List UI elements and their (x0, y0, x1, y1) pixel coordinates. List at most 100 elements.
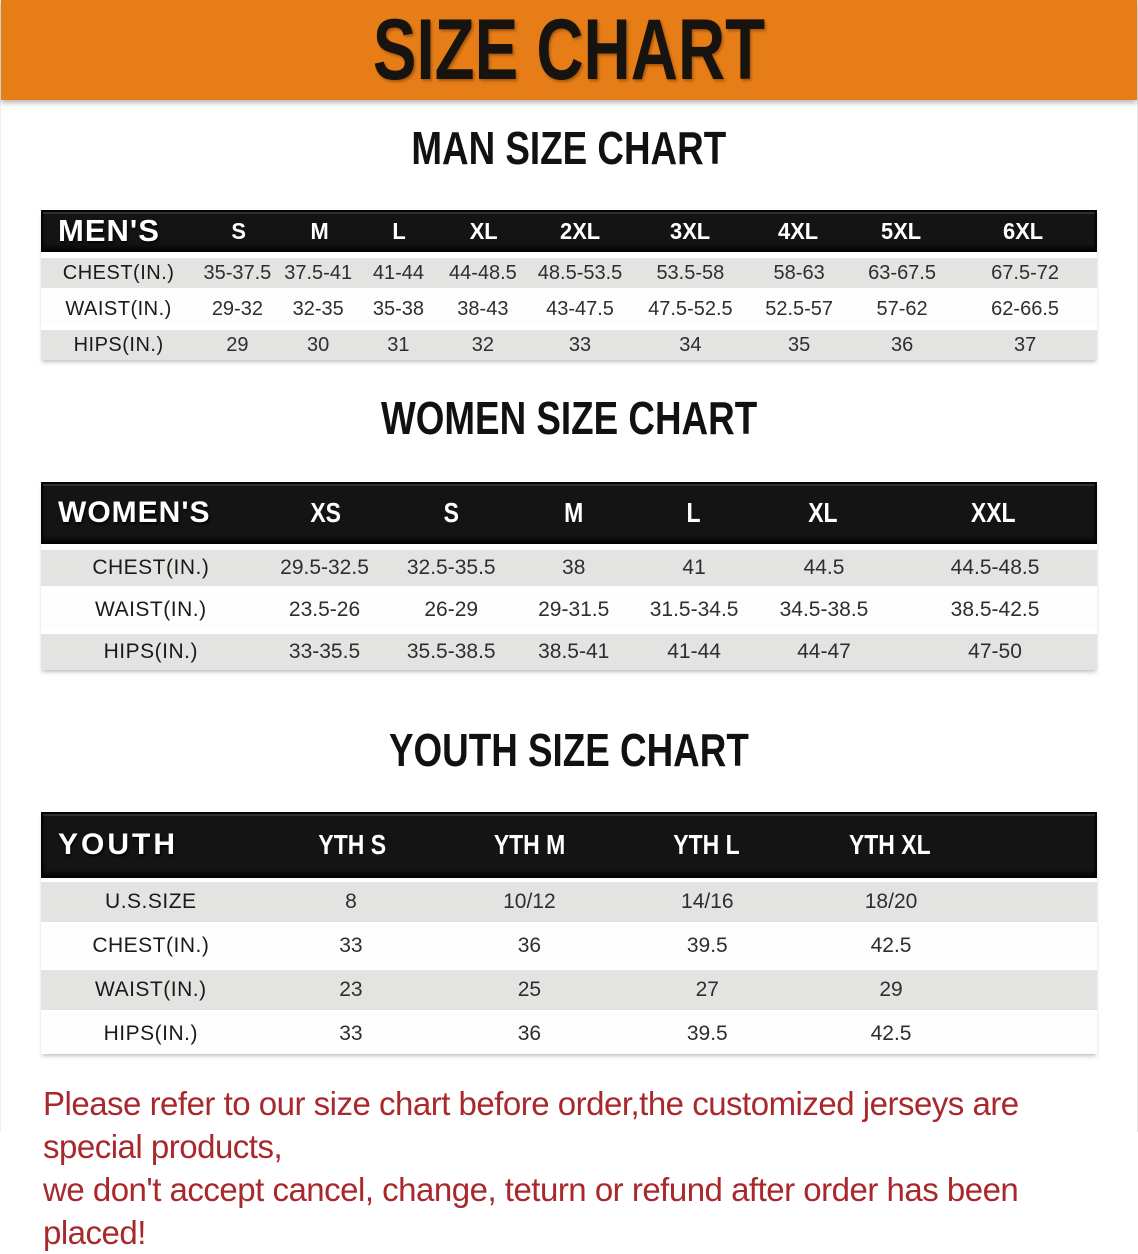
men-size-value: 35 (788, 333, 811, 356)
youth-row-label: WAIST(IN.) (95, 978, 207, 1001)
youth-size-column-header: YTH L (673, 829, 740, 860)
men-size-value: 43-47.5 (546, 297, 614, 320)
women-size-value: 29-31.5 (538, 598, 610, 621)
men-row-label: HIPS(IN.) (73, 333, 164, 356)
men-size-column-header: S (231, 217, 246, 244)
men-table-header-row: MEN'S S M L XL 2XL 3XL 4XL 5XL 6XL (41, 210, 1097, 252)
youth-measurement-row: WAIST(IN.) 23 25 27 29 (41, 970, 1097, 1010)
women-size-value: 33-35.5 (288, 640, 361, 663)
youth-size-table: YOUTH YTH S YTH M YTH L YTH XL U.S.SIZE 8 10/12… (41, 812, 1097, 1054)
women-size-column-header: M (564, 497, 584, 528)
men-size-value: 47.5-52.5 (648, 297, 733, 320)
women-size-column-header: XXL (971, 497, 1016, 528)
women-size-column-header: XS (310, 497, 341, 528)
youth-size-value: 8 (345, 890, 357, 913)
men-size-value: 36 (890, 333, 914, 356)
men-corner-label: MEN'S (58, 213, 160, 248)
men-size-value: 29 (226, 333, 249, 356)
youth-measurement-row: HIPS(IN.) 33 36 39.5 42.5 (41, 1014, 1097, 1054)
men-size-value: 35-38 (372, 297, 424, 320)
women-size-value: 38.5-41 (538, 640, 610, 663)
youth-size-value: 14/16 (681, 890, 734, 913)
men-section-heading-text: MAN SIZE CHART (411, 122, 727, 174)
men-size-value: 57-62 (876, 297, 928, 320)
men-size-value: 32 (471, 333, 494, 356)
women-size-value: 29.5-32.5 (280, 556, 369, 579)
youth-size-chart-section: YOUTH SIZE CHART YOUTH YTH S YTH M YTH L YTH… (41, 726, 1097, 1054)
youth-measurement-row: U.S.SIZE 8 10/12 14/16 18/20 (41, 882, 1097, 922)
men-size-column-header: 4XL (778, 217, 819, 244)
women-row-label: WAIST(IN.) (95, 598, 207, 621)
men-size-column-header: M (310, 217, 329, 244)
women-measurement-row: WAIST(IN.) 23.5-26 26-29 29-31.5 31.5-34.5 34… (41, 592, 1097, 628)
men-size-value: 58-63 (773, 261, 825, 284)
page-title: SIZE CHART (372, 1, 766, 98)
women-size-value: 44-47 (797, 640, 851, 663)
women-size-chart-section: WOMEN SIZE CHART WOMEN'S XS S M L XL XXL CHEST(… (41, 394, 1097, 670)
men-measurement-row: CHEST(IN.) 35-37.5 37.5-41 41-44 44-48.5 48.5… (41, 258, 1097, 288)
women-size-value: 26-29 (424, 598, 479, 621)
men-size-value: 67.5-72 (991, 261, 1060, 284)
women-section-heading: WOMEN SIZE CHART (41, 394, 1097, 454)
women-size-value: 32.5-35.5 (406, 556, 496, 579)
men-size-value: 53.5-58 (656, 261, 725, 284)
men-size-value: 38-43 (457, 297, 509, 320)
youth-row-filler (985, 882, 1097, 922)
men-size-column-header: XL (469, 217, 498, 244)
men-size-value: 35-37.5 (203, 261, 272, 284)
youth-measurement-row: CHEST(IN.) 33 36 39.5 42.5 (41, 926, 1097, 966)
youth-section-heading: YOUTH SIZE CHART (41, 726, 1097, 786)
youth-size-value: 29 (879, 978, 903, 1001)
youth-row-filler (985, 970, 1097, 1010)
men-size-column-header: 6XL (1003, 217, 1044, 244)
men-size-value: 30 (307, 333, 330, 356)
youth-size-value: 18/20 (864, 890, 918, 913)
men-row-label: WAIST(IN.) (65, 297, 172, 320)
youth-size-value: 39.5 (686, 934, 728, 957)
men-size-value: 33 (568, 333, 592, 356)
youth-size-column-header: YTH XL (849, 829, 931, 860)
youth-size-value: 36 (517, 934, 542, 957)
women-size-value: 23.5-26 (288, 598, 361, 621)
men-size-chart-section: MAN SIZE CHART MEN'S S M L XL 2XL 3XL 4XL 5XL 6XL… (41, 124, 1097, 360)
men-size-table: MEN'S S M L XL 2XL 3XL 4XL 5XL 6XL CHEST(IN.) 35-37… (41, 210, 1097, 360)
youth-corner-label: YOUTH (58, 828, 178, 861)
women-size-value: 41 (682, 556, 706, 579)
men-size-column-header: 2XL (559, 217, 601, 244)
men-size-value: 62-66.5 (991, 297, 1060, 320)
men-size-value: 63-67.5 (868, 261, 936, 284)
women-size-value: 44.5-48.5 (950, 556, 1040, 579)
men-size-value: 44-48.5 (448, 261, 517, 284)
youth-size-value: 25 (517, 978, 542, 1001)
men-size-value: 37.5-41 (284, 261, 353, 284)
youth-size-value: 42.5 (870, 1022, 912, 1045)
youth-size-value: 23 (339, 978, 363, 1001)
youth-table-header-row: YOUTH YTH S YTH M YTH L YTH XL (41, 812, 1097, 878)
youth-row-filler (985, 926, 1097, 966)
men-size-column-header: L (392, 217, 406, 244)
women-size-value: 38.5-42.5 (950, 598, 1040, 621)
youth-row-label: CHEST(IN.) (92, 934, 210, 957)
youth-size-value: 10/12 (503, 890, 556, 913)
women-size-column-header: S (444, 497, 460, 528)
women-size-value: 38 (562, 556, 586, 579)
women-size-value: 44.5 (803, 556, 845, 579)
women-section-heading-text: WOMEN SIZE CHART (380, 392, 758, 444)
youth-row-filler (985, 1014, 1097, 1054)
men-size-value: 48.5-53.5 (537, 261, 623, 284)
youth-size-value: 27 (695, 978, 719, 1001)
women-size-value: 31.5-34.5 (649, 598, 739, 621)
men-measurement-row: WAIST(IN.) 29-32 32-35 35-38 38-43 43-47.5 47.… (41, 294, 1097, 324)
women-size-value: 34.5-38.5 (779, 598, 869, 621)
men-size-value: 37 (1013, 333, 1037, 356)
size-chart-banner: SIZE CHART (1, 0, 1137, 100)
youth-size-column-header: YTH M (493, 829, 566, 860)
youth-size-value: 42.5 (870, 934, 912, 957)
disclaimer-line-1: Please refer to our size chart before or… (43, 1085, 1019, 1165)
men-size-column-header: 5XL (880, 217, 921, 244)
disclaimer-line-2: we don't accept cancel, change, teturn o… (43, 1171, 1019, 1251)
men-size-value: 31 (387, 333, 410, 356)
women-table-header-row: WOMEN'S XS S M L XL XXL (41, 482, 1097, 544)
order-disclaimer: Please refer to our size chart before or… (41, 1082, 1097, 1254)
women-size-column-header: L (686, 497, 701, 528)
